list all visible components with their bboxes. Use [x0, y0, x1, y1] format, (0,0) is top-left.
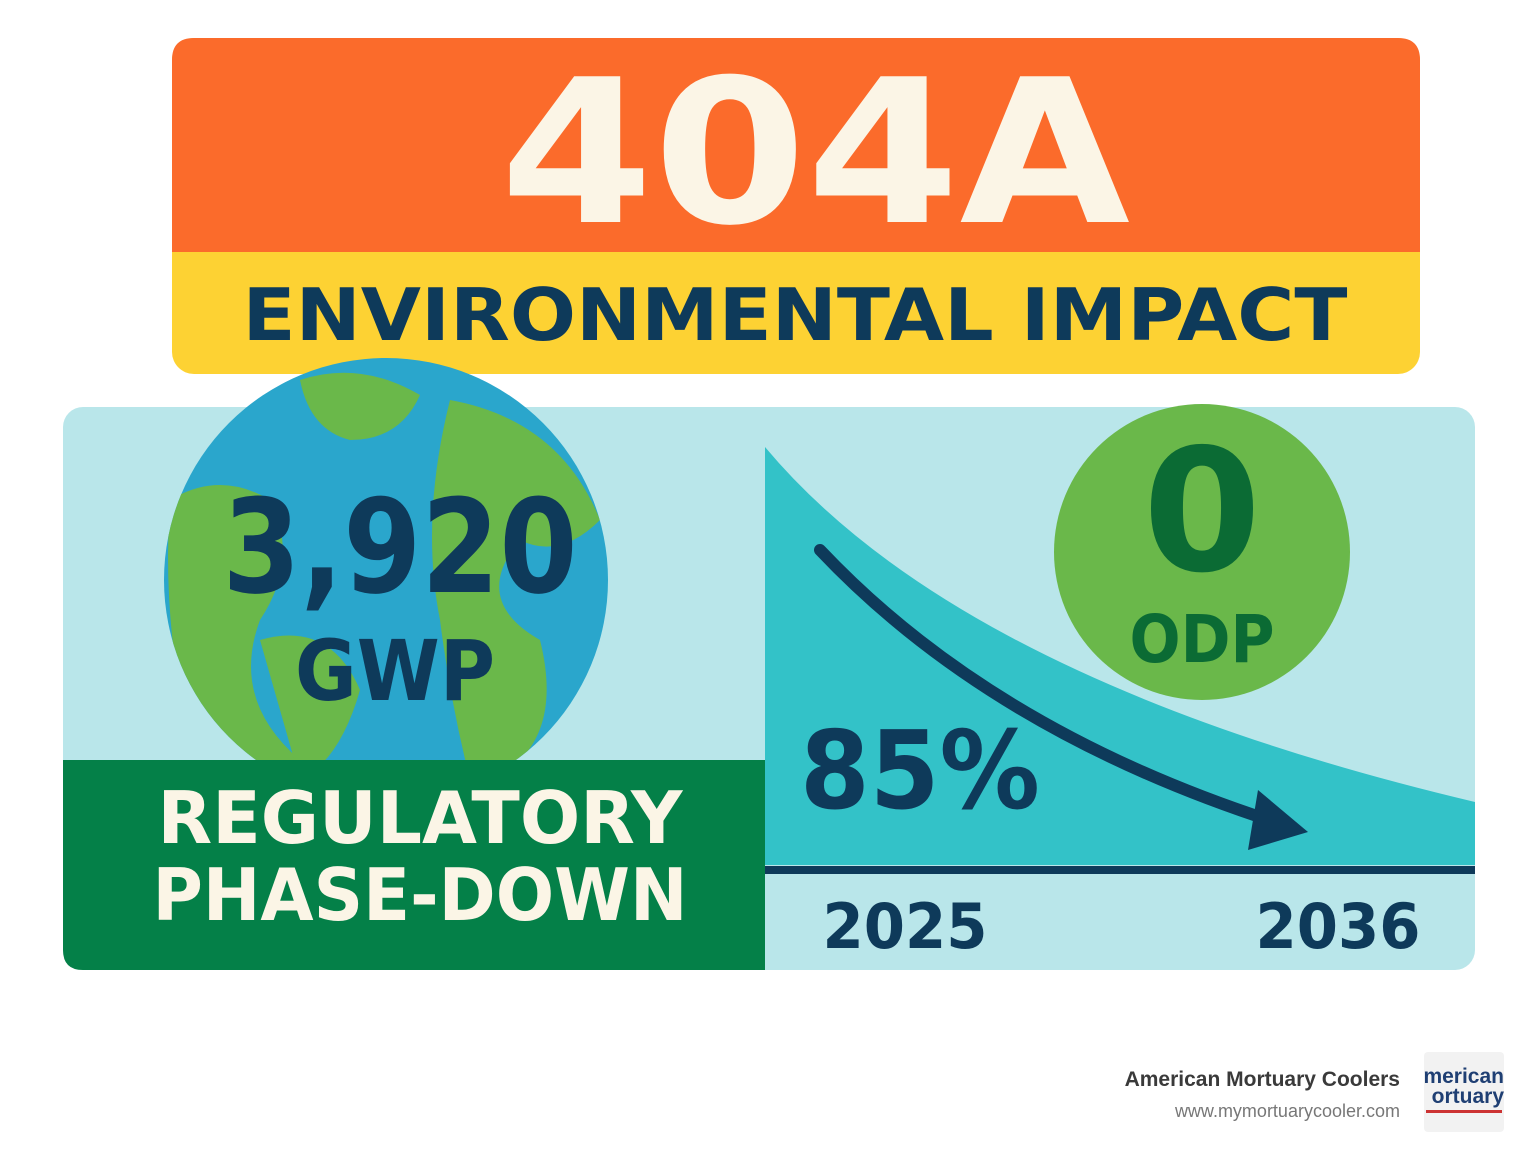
odp-label: ODP — [1130, 601, 1275, 678]
end-year: 2036 — [1256, 890, 1421, 963]
phase-down-box — [63, 760, 765, 970]
percent: 85% — [800, 709, 1040, 834]
decline-area — [765, 447, 1475, 865]
start-year: 2025 — [823, 890, 988, 963]
gwp-value: 3,920 — [223, 471, 578, 623]
logo-text: merican — [1423, 1065, 1504, 1088]
company-name: American Mortuary Coolers — [1125, 1068, 1400, 1091]
arrow — [814, 544, 1281, 828]
subtitle: ENVIRONMENTAL IMPACT — [243, 273, 1348, 357]
odp-circle — [1054, 404, 1350, 700]
odp-value: 0 — [1143, 413, 1261, 611]
title: 404A — [500, 37, 1130, 270]
phase-down-line: PHASE-DOWN — [153, 853, 688, 937]
logo-stripe — [1426, 1110, 1502, 1113]
phase-down-line: REGULATORY — [158, 776, 684, 860]
logo-text: ortuary — [1432, 1085, 1505, 1108]
header-top — [172, 38, 1420, 252]
gwp-label: GWP — [295, 622, 495, 720]
company-url: www.mymortuarycooler.com — [1174, 1101, 1400, 1121]
arrow-head — [1248, 790, 1308, 850]
